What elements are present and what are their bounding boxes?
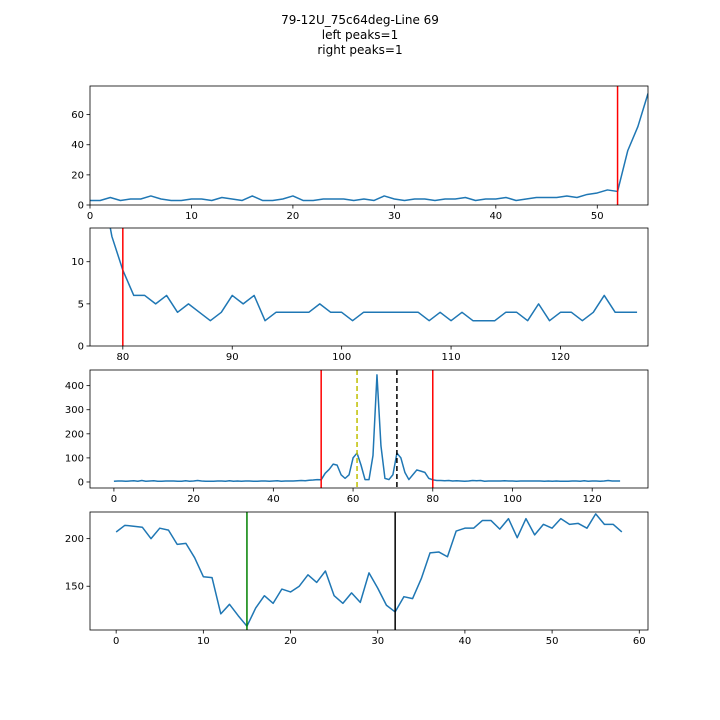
y-tick-label: 400 [65,381,84,392]
subplot-4: 0 10 20 30 40 50 60 150 200 [65,511,649,647]
y-tick-label: 40 [71,140,84,151]
subplot-1: 0 10 20 30 40 50 0 20 40 60 [71,85,649,222]
subplot-2: 80 90 100 110 120 0 5 10 [71,227,649,363]
x-tick-label: 10 [197,636,210,647]
y-tick-label: 10 [71,257,84,268]
series-line-1 [113,374,621,483]
chart-title-line-2: left peaks=1 [321,28,399,42]
y-tick-label: 300 [65,405,84,416]
x-tick-label: 100 [332,352,351,363]
y-tick-label: 200 [65,534,84,545]
x-tick-label: 50 [546,636,559,647]
x-tick-label: 30 [388,211,401,222]
series-line-1 [115,513,623,627]
axes-frame [89,85,649,206]
x-tick-label: 60 [633,636,646,647]
y-tick-label: 150 [65,582,84,593]
x-tick-label: 100 [503,494,522,505]
x-tick-label: 40 [267,494,280,505]
y-tick-label: 60 [71,110,84,121]
y-tick-label: 0 [78,477,84,488]
subplot-3: 0 20 40 60 80 100 120 0 100 200 300 400 [65,369,649,505]
plot-area [109,228,638,346]
axes-frame [89,369,649,489]
x-tick-label: 80 [426,494,439,505]
plot-area [113,370,621,488]
chart-title-line-1: 79-12U_75c64deg-Line 69 [281,13,439,27]
x-tick-label: 120 [583,494,602,505]
x-tick-label: 20 [284,636,297,647]
x-tick-label: 0 [113,636,119,647]
x-tick-label: 50 [591,211,604,222]
y-tick-label: 20 [71,170,84,181]
axes-frame [89,227,649,347]
x-tick-label: 20 [187,494,200,505]
y-tick-label: 0 [78,342,84,353]
x-tick-label: 60 [347,494,360,505]
x-tick-label: 10 [185,211,198,222]
y-tick-label: 5 [78,299,84,310]
x-tick-label: 0 [87,211,93,222]
x-tick-label: 20 [287,211,300,222]
x-tick-label: 110 [442,352,461,363]
y-tick-label: 200 [65,429,84,440]
x-tick-label: 90 [226,352,239,363]
series-line-1 [109,228,638,322]
plot-area [90,86,648,205]
x-tick-label: 40 [459,636,472,647]
x-tick-label: 40 [489,211,502,222]
chart-title-line-3: right peaks=1 [317,43,403,57]
series-line-1 [90,93,648,202]
x-tick-label: 30 [371,636,384,647]
plot-area [115,512,623,630]
axes-frame [89,511,649,631]
y-tick-label: 0 [78,201,84,212]
x-tick-label: 0 [111,494,117,505]
y-tick-label: 100 [65,453,84,464]
x-tick-label: 120 [551,352,570,363]
x-tick-label: 80 [116,352,129,363]
